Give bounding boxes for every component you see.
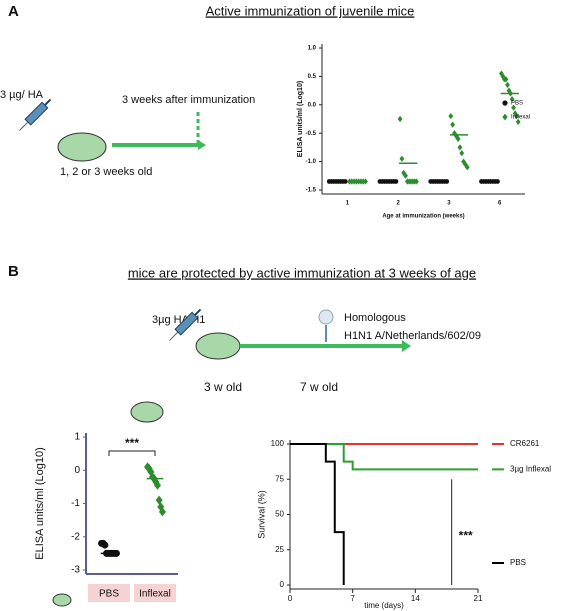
annotation: *** (459, 529, 473, 543)
panel-label: A (8, 3, 19, 20)
x-tick-label: 3 (447, 201, 451, 207)
data-point (503, 76, 509, 83)
y-axis-label: ELISA units/ml (Log10) (297, 81, 304, 157)
y-tick-label: 0 (74, 465, 80, 476)
legend-label: Inflexal (511, 115, 530, 121)
arrow-head (402, 340, 411, 352)
mouse-icon (57, 132, 107, 162)
panel-label: B (8, 263, 19, 280)
y-tick-label: 0.5 (308, 74, 317, 80)
timing-label: 3 weeks after immunization (122, 94, 255, 106)
y-tick-label: -0.5 (306, 131, 317, 137)
x-tick-label: 14 (411, 594, 420, 603)
x-tick-label: PBS (99, 589, 119, 600)
data-point (499, 70, 504, 77)
x-tick-label: 0 (288, 594, 293, 603)
data-point (403, 172, 408, 179)
data-point (399, 155, 405, 162)
syringe (169, 308, 202, 341)
start-label: 3 w old (204, 380, 242, 394)
legend-label: PBS (510, 558, 526, 567)
y-tick-label: 0 (280, 580, 285, 589)
panel-heading: mice are protected by active immunizatio… (128, 265, 476, 280)
data-point (155, 495, 163, 505)
legend-label: 3µg Inflexal (510, 464, 551, 473)
x-tick-label: 1 (346, 201, 350, 207)
virus-icon (318, 309, 334, 325)
data-point (414, 178, 419, 185)
y-tick-label: 1.0 (308, 46, 317, 52)
data-point (455, 135, 461, 142)
data-point (158, 507, 166, 517)
challenge-label: Homologous (344, 312, 406, 324)
category-box (88, 584, 130, 602)
y-tick-label: -1.0 (306, 159, 317, 165)
category-box (134, 584, 176, 602)
y-tick-label: 75 (275, 474, 284, 483)
data-point (145, 464, 153, 474)
data-point (511, 104, 516, 111)
y-tick-label: -3 (71, 565, 80, 576)
mouse-icon (195, 332, 241, 360)
data-point (153, 480, 161, 490)
y-tick-label: -1 (71, 498, 80, 509)
legend-label: PBS (511, 101, 523, 107)
mouse-icon (130, 401, 164, 423)
arrow-head (198, 140, 206, 150)
data-point (464, 164, 470, 171)
data-point (397, 115, 403, 123)
y-axis-label: Survival (%) (256, 490, 266, 539)
y-tick-label: 100 (271, 439, 285, 448)
data-point (448, 113, 454, 120)
data-point (509, 96, 515, 103)
x-axis-label: Age at immunization (weeks) (382, 214, 464, 220)
survival-line (290, 443, 345, 585)
x-axis-label: time (days) (364, 601, 404, 610)
challenge-label: H1N1 A/Netherlands/602/09 (344, 330, 481, 342)
dose-label: 3µg HA H1 (152, 314, 205, 326)
y-tick-label: -2 (71, 531, 80, 542)
data-point (514, 113, 520, 120)
syringe (19, 98, 52, 131)
panel-heading: Active immunization of juvenile mice (206, 3, 415, 18)
end-label: 7 w old (300, 380, 338, 394)
x-tick-label: 21 (474, 594, 483, 603)
mouse-icon (52, 593, 72, 607)
significance-bracket (108, 450, 156, 456)
legend-marker (502, 100, 508, 106)
y-tick-label: 0.0 (308, 102, 317, 108)
x-tick-label: 2 (396, 201, 400, 207)
y-axis-label: ELISA units/ml (Log10) (34, 447, 46, 560)
data-point (459, 149, 465, 157)
dose-label: 3 µg/ HA (0, 89, 44, 101)
data-point (515, 118, 521, 125)
x-tick-label: Inflexal (139, 589, 171, 600)
data-point (101, 541, 109, 549)
y-tick-label: -1.5 (306, 188, 317, 194)
age-label: 1, 2 or 3 weeks old (60, 166, 152, 178)
y-tick-label: 25 (275, 545, 284, 554)
survival-line (290, 443, 478, 471)
legend-marker (502, 113, 508, 121)
x-tick-label: 7 (350, 594, 355, 603)
data-point (463, 161, 468, 168)
y-tick-label: 50 (275, 510, 284, 519)
legend-label: CR6261 (510, 439, 540, 448)
data-point (457, 144, 463, 151)
annotation: *** (125, 436, 139, 450)
x-tick-label: 6 (498, 201, 502, 207)
y-tick-label: 1 (74, 432, 80, 443)
data-point (450, 121, 456, 128)
data-point (505, 81, 510, 89)
